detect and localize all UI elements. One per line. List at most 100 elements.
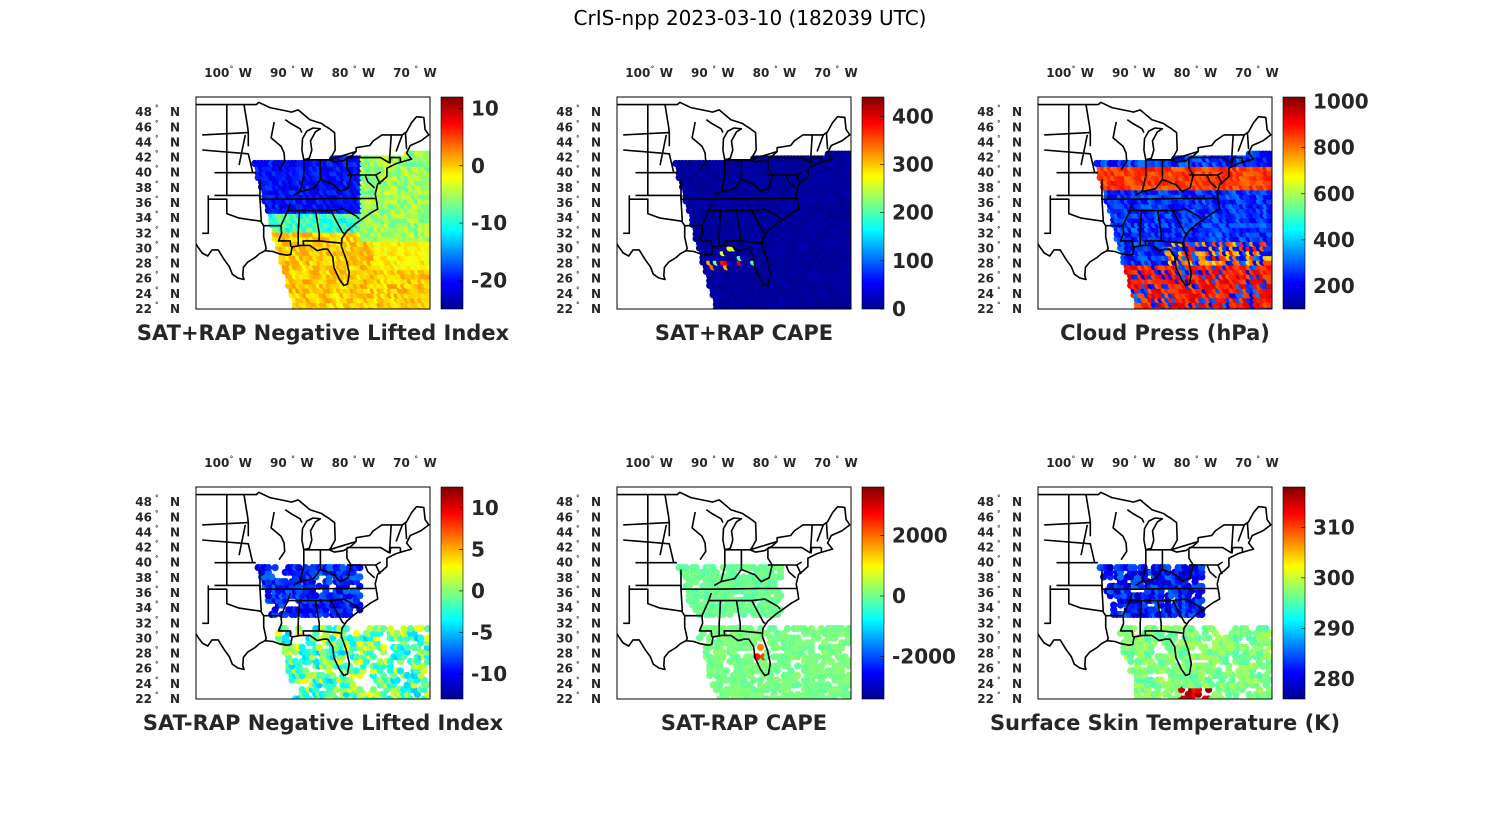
colorbar-tick-label: 600 [1313, 182, 1355, 206]
colorbar-tick-label: 10 [471, 96, 499, 120]
degree-symbol: ° [997, 240, 1001, 248]
degree-symbol: ° [155, 286, 159, 294]
degree-symbol: ° [576, 134, 580, 142]
lat-tick-label: 46 [556, 120, 573, 134]
degree-symbol: ° [576, 119, 580, 127]
lat-hemisphere: N [591, 241, 601, 255]
colorbar-tick-label: 0 [471, 154, 485, 178]
map-panel-cloud-press: 100 ° W 90 ° W 80 ° W 70 ° W48 ° N46 ° N44 ° N42 ° N40 ° N38 °… [977, 65, 1368, 345]
colorbar-tick-label: 800 [1313, 136, 1355, 160]
lat-hemisphere: N [1012, 302, 1022, 316]
lat-hemisphere: N [170, 302, 180, 316]
lat-hemisphere: N [170, 226, 180, 240]
lat-hemisphere: N [591, 287, 601, 301]
degree-symbol: ° [1133, 65, 1137, 73]
lat-tick-label: 44 [556, 135, 573, 149]
lon-hemisphere: W [845, 66, 858, 80]
degree-symbol: ° [576, 225, 580, 233]
lat-hemisphere: N [1012, 166, 1022, 180]
lat-hemisphere: N [591, 151, 601, 165]
lat-tick-label: 44 [135, 135, 152, 149]
lat-tick-label: 24 [556, 287, 573, 301]
degree-symbol: ° [230, 65, 234, 73]
lon-tick-label: 90 [691, 66, 708, 80]
degree-symbol: ° [576, 286, 580, 294]
map-panel-sat-rap-neg-li: 100 ° W 90 ° W 80 ° W 70 ° W48 ° N46 ° N44 ° N42 ° N40 ° N38 °… [135, 65, 509, 345]
lon-tick-label: 80 [1174, 66, 1191, 80]
degree-symbol: ° [997, 301, 1001, 309]
lat-hemisphere: N [170, 196, 180, 210]
degree-symbol: ° [576, 256, 580, 264]
lon-tick-label: 90 [1112, 66, 1129, 80]
degree-symbol: ° [576, 210, 580, 218]
degree-symbol: ° [155, 134, 159, 142]
lat-hemisphere: N [1012, 120, 1022, 134]
lat-hemisphere: N [1012, 105, 1022, 119]
degree-symbol: ° [155, 119, 159, 127]
lat-hemisphere: N [1012, 196, 1022, 210]
lat-tick-label: 46 [135, 120, 152, 134]
degree-symbol: ° [415, 65, 419, 73]
degree-symbol: ° [155, 256, 159, 264]
map-border [1037, 96, 1273, 310]
degree-symbol: ° [291, 65, 295, 73]
colorbar [861, 96, 885, 310]
colorbar-tick-label: 400 [1313, 228, 1355, 252]
data-point [844, 150, 851, 158]
degree-symbol: ° [997, 256, 1001, 264]
lon-tick-label: 90 [270, 66, 287, 80]
lat-tick-label: 48 [977, 105, 994, 119]
lat-tick-label: 34 [135, 211, 152, 225]
lat-tick-label: 40 [135, 166, 152, 180]
lon-tick-label: 100 [625, 66, 650, 80]
degree-symbol: ° [576, 104, 580, 112]
lat-hemisphere: N [170, 166, 180, 180]
degree-symbol: ° [353, 65, 357, 73]
degree-symbol: ° [997, 165, 1001, 173]
degree-symbol: ° [576, 180, 580, 188]
map-panel-sat-rap-cape: 100 ° W 90 ° W 80 ° W 70 ° W48 ° N46 ° N44 ° N42 ° N40 ° N38 °… [556, 65, 933, 345]
colorbar-tick-label: -10 [471, 211, 507, 235]
lat-hemisphere: N [170, 105, 180, 119]
lon-tick-label: 100 [1046, 66, 1071, 80]
colorbar-tick-label: 300 [892, 152, 934, 176]
lat-hemisphere: N [591, 181, 601, 195]
degree-symbol: ° [997, 210, 1001, 218]
lat-hemisphere: N [170, 151, 180, 165]
lon-hemisphere: W [424, 66, 437, 80]
colorbar-tick-label: 100 [892, 249, 934, 273]
lat-tick-label: 34 [556, 211, 573, 225]
data-point [396, 667, 404, 675]
lat-tick-label: 26 [556, 272, 573, 286]
lon-tick-label: 70 [814, 66, 831, 80]
lat-hemisphere: N [591, 196, 601, 210]
lat-hemisphere: N [170, 211, 180, 225]
state-borders [196, 101, 430, 287]
lat-tick-label: 26 [135, 272, 152, 286]
lat-hemisphere: N [1012, 257, 1022, 271]
lat-tick-label: 24 [977, 287, 994, 301]
degree-symbol: ° [155, 271, 159, 279]
lat-tick-label: 32 [977, 226, 994, 240]
degree-symbol: ° [836, 65, 840, 73]
data-swath [1093, 150, 1272, 309]
colorbar-tick-label: -20 [471, 268, 507, 292]
degree-symbol: ° [155, 150, 159, 158]
degree-symbol: ° [155, 225, 159, 233]
lat-tick-label: 28 [977, 257, 994, 271]
lon-tick-label: 100 [204, 66, 229, 80]
lat-hemisphere: N [1012, 226, 1022, 240]
lat-tick-label: 42 [977, 151, 994, 165]
map-panel-sat-minus-rap-neg-li: 100 ° W 90 ° W 80 ° W 70 ° W48 ° N46 ° N44 ° N42 ° N40 ° N38 °… [135, 455, 507, 735]
map-border [195, 96, 431, 310]
degree-symbol: ° [997, 271, 1001, 279]
degree-symbol: ° [576, 195, 580, 203]
lat-hemisphere: N [170, 272, 180, 286]
lat-hemisphere: N [170, 120, 180, 134]
lon-hemisphere: W [1204, 66, 1217, 80]
degree-symbol: ° [997, 119, 1001, 127]
lon-hemisphere: W [239, 66, 252, 80]
lat-tick-label: 30 [977, 241, 994, 255]
degree-symbol: ° [155, 301, 159, 309]
degree-symbol: ° [155, 210, 159, 218]
